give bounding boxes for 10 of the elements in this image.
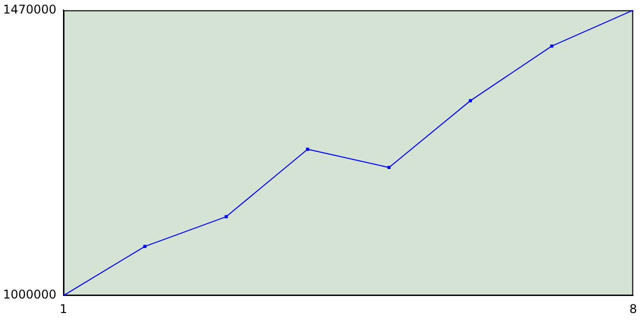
point bbox=[550, 44, 554, 48]
x-tick-label: 8 bbox=[629, 302, 638, 316]
x-tick-label: 1 bbox=[60, 302, 68, 316]
point bbox=[387, 166, 391, 170]
point bbox=[468, 99, 472, 102]
y-tick-label: 1000000 bbox=[2, 288, 56, 302]
point bbox=[224, 215, 228, 218]
point bbox=[143, 244, 146, 248]
point bbox=[306, 148, 310, 151]
y-tick-label: 1470000 bbox=[2, 2, 56, 16]
